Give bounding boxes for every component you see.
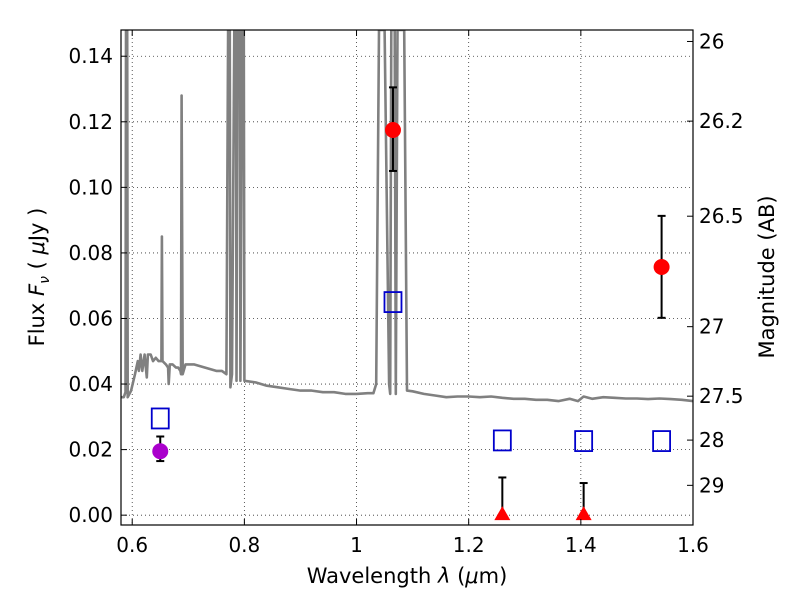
upper-limit-triangle: [575, 506, 592, 521]
y-tick-label: 0.06: [68, 306, 113, 330]
model-square-marker: [652, 430, 671, 452]
y-tick-label: 0.08: [68, 241, 113, 265]
y2-tick-label: 26: [699, 29, 724, 53]
upper-limit-triangle: [494, 506, 511, 521]
data-point-circle: [653, 259, 670, 276]
y2-tick-label: 26.5: [699, 204, 744, 228]
y-tick-label: 0.00: [68, 503, 113, 527]
model-square-marker: [492, 429, 512, 452]
y2-tick-label: 28: [699, 428, 724, 452]
x-tick-label: 1.2: [453, 533, 485, 557]
model-spectrum-line: [121, 30, 693, 403]
x-tick-label: 1.4: [565, 533, 597, 557]
model-square-marker: [150, 407, 170, 430]
x-tick-label: 1.6: [677, 533, 709, 557]
model-square-marker: [574, 430, 594, 452]
y2-axis-label: Magnitude (AB): [755, 195, 779, 358]
y-tick-label: 0.02: [68, 438, 113, 462]
x-tick-label: 0.8: [228, 533, 260, 557]
x-tick-label: 0.6: [116, 533, 148, 557]
y-tick-label: 0.12: [68, 110, 113, 134]
y-axis-label: Flux Fν ( μJy ): [25, 208, 53, 347]
plot-frame: [120, 29, 694, 526]
data-series: [121, 30, 693, 521]
y2-tick-label: 26.2: [699, 109, 744, 133]
y-tick-label: 0.04: [68, 372, 113, 396]
data-point-circle: [384, 121, 401, 138]
x-tick-label: 1: [350, 533, 363, 557]
model-square-marker: [383, 291, 403, 313]
y-tick-label: 0.10: [68, 175, 113, 199]
y2-tick-label: 29: [699, 473, 724, 497]
axis-ticks: 0.6 0.8 1 1.2 1.4 1.6 0.00 0.02 0.04 0.06 0.08 0.10…: [68, 29, 743, 557]
y2-tick-label: 27.5: [699, 384, 744, 408]
y-tick-label: 0.14: [68, 44, 113, 68]
x-axis-label: Wavelength λ (μm): [307, 564, 508, 588]
data-point-circle: [152, 443, 169, 460]
y2-tick-label: 27: [699, 315, 724, 339]
